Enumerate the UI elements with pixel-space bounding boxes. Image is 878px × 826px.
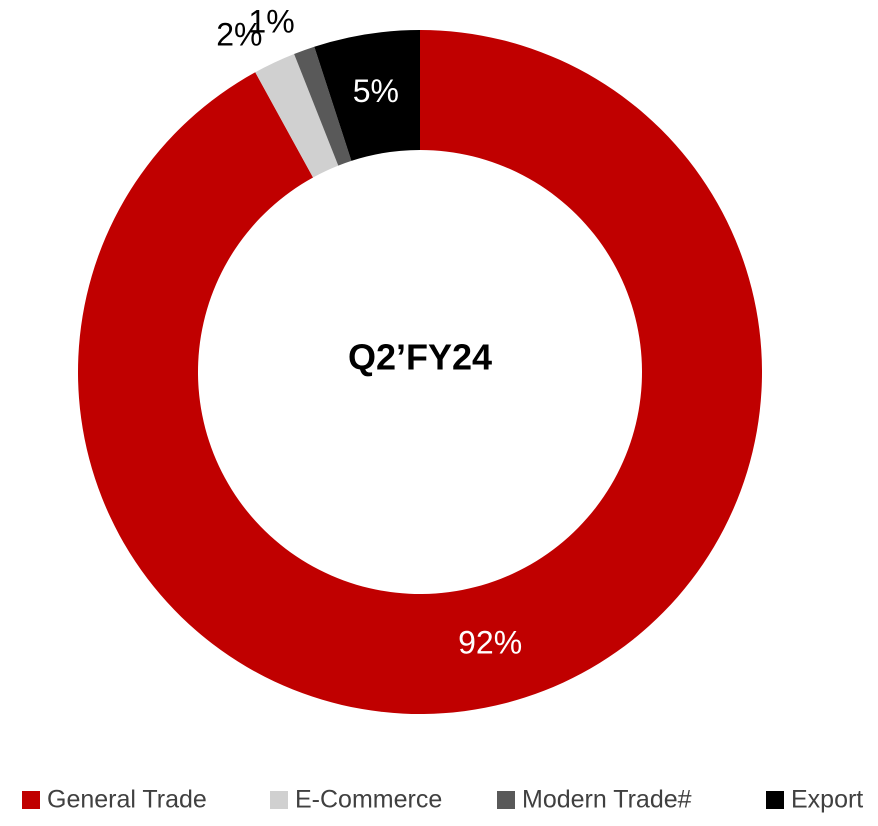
donut-segment — [255, 54, 339, 178]
legend-swatch — [497, 791, 515, 809]
legend-label: General Trade — [47, 786, 207, 814]
legend-swatch — [270, 791, 288, 809]
data-label: 5% — [353, 73, 399, 109]
legend-label: Modern Trade# — [522, 786, 692, 814]
donut-segment — [294, 46, 352, 166]
center-text: Q2’FY24 — [348, 337, 492, 378]
donut-segment — [77, 30, 763, 714]
donut-segment — [314, 30, 420, 161]
legend-label: Export — [791, 786, 863, 814]
data-label: 2% — [216, 17, 262, 53]
legend-swatch — [22, 791, 40, 809]
legend-label: E-Commerce — [295, 786, 442, 814]
data-label: 92% — [458, 625, 522, 661]
data-label: 1% — [248, 3, 294, 39]
legend-swatch — [766, 791, 784, 809]
